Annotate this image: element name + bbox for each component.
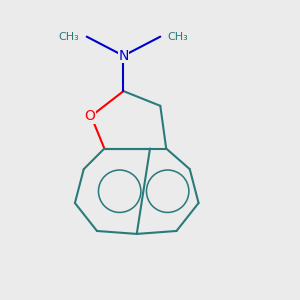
Text: CH₃: CH₃ xyxy=(58,32,79,42)
Text: CH₃: CH₃ xyxy=(168,32,188,42)
Text: O: O xyxy=(84,109,95,123)
Text: N: N xyxy=(118,49,129,63)
